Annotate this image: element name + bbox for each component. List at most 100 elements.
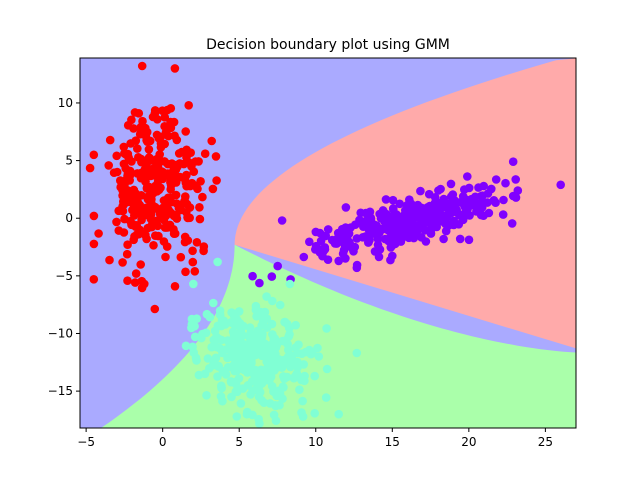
data-point [423,204,432,213]
scatter-points [85,61,565,428]
data-point [273,261,283,271]
data-point [256,307,266,317]
data-point [137,61,147,71]
data-point [137,157,146,167]
data-point [458,215,468,225]
data-point [150,304,160,314]
data-point [198,329,207,339]
data-point [215,310,225,320]
data-point [187,320,197,329]
data-point [160,113,170,122]
data-point [234,336,244,345]
data-point [205,364,214,373]
data-point [352,234,362,243]
data-point [209,298,218,308]
data-point [174,149,184,158]
data-point [349,247,358,256]
data-point [133,198,143,207]
data-point [507,219,517,228]
data-point [188,257,198,267]
data-point [356,208,366,218]
data-point [299,252,309,262]
data-point [381,195,391,204]
data-point [292,369,302,378]
data-point [412,224,421,234]
data-point [427,212,437,221]
data-point [251,337,261,347]
data-point [310,409,320,418]
y-tick-label: 10 [58,96,73,110]
data-point [136,122,146,132]
data-point [119,159,129,169]
data-point [121,189,130,198]
data-point [148,203,157,213]
data-point [408,210,417,220]
data-point [227,308,236,317]
data-point [299,360,309,369]
data-point [439,194,449,204]
data-point [105,255,114,265]
data-point [155,157,164,167]
chart-title: Decision boundary plot using GMM [206,37,450,53]
data-point [194,370,204,380]
data-point [275,300,285,310]
data-point [244,354,253,363]
data-point [359,220,368,230]
data-point [437,216,446,226]
data-point [334,409,344,419]
data-point [395,199,405,209]
data-point [388,195,398,205]
data-point [200,149,210,158]
data-point [155,150,164,159]
data-point [183,213,192,222]
data-point [255,278,264,288]
x-tick-label: 5 [235,435,243,449]
data-point [230,346,239,356]
data-point [181,267,190,277]
data-point [239,348,248,357]
data-point [259,398,269,408]
data-point [464,235,474,245]
data-point [170,64,180,73]
data-point [89,239,99,249]
x-tick-label: 10 [308,435,323,449]
data-point [279,355,289,365]
data-point [378,206,388,215]
data-point [391,222,401,231]
data-point [123,168,133,178]
data-point [147,194,156,204]
data-point [255,387,265,397]
data-point [305,237,314,247]
data-point [236,399,246,408]
data-point [123,149,133,159]
data-point [212,176,221,185]
data-point [489,196,499,205]
data-point [291,320,301,330]
data-point [163,105,172,115]
data-point [195,203,204,212]
data-point [464,183,474,193]
data-point [341,238,350,247]
data-point [182,199,192,209]
data-point [130,278,140,287]
data-point [190,181,200,190]
data-point [437,203,446,213]
data-point [280,317,290,327]
data-point [430,193,440,202]
data-point [251,350,260,360]
data-point [434,186,443,195]
data-point [199,242,209,251]
data-point [352,260,362,270]
data-point [270,366,279,375]
data-point [213,257,222,267]
data-point [170,229,180,238]
data-point [472,207,481,216]
data-point [123,276,132,286]
data-point [207,136,216,146]
data-point [327,235,337,245]
data-point [513,186,523,195]
data-point [181,192,190,201]
data-point [114,226,124,235]
data-point [151,181,160,191]
data-point [109,168,119,177]
